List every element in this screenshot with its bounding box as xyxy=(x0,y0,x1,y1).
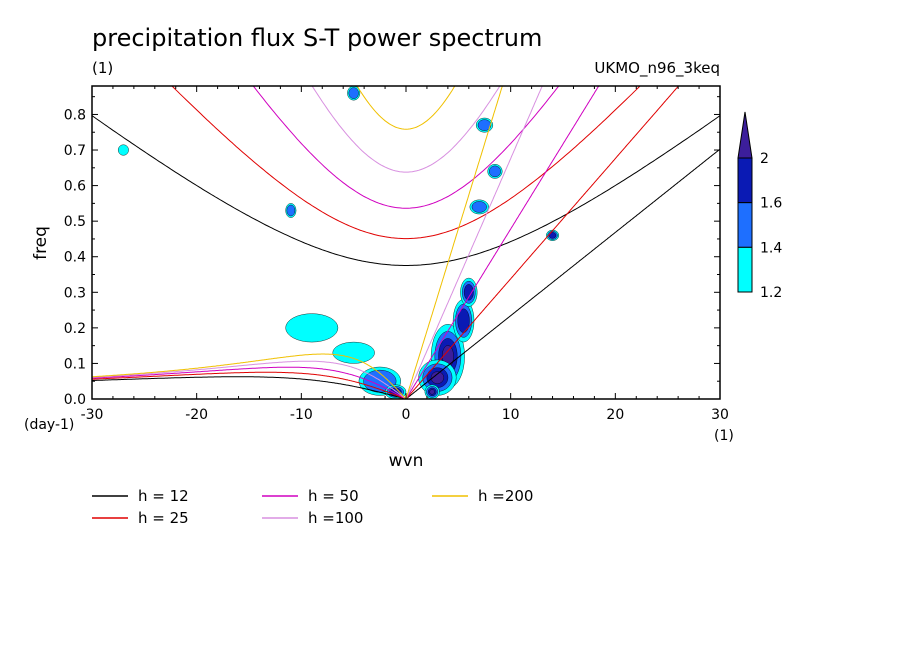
legend-label: h =100 xyxy=(308,509,363,527)
rossby-curve-h50 xyxy=(92,366,407,399)
spectrum-blob-3-level-2 xyxy=(463,284,474,301)
spectrum-blob-12-level-0 xyxy=(117,144,129,156)
colorbar-segment xyxy=(737,246,753,293)
x-tick-label: 30 xyxy=(711,407,729,423)
gravity-curve-h25 xyxy=(171,86,641,240)
legend: h = 12 h = 25 h = 50 h =100 h =200 xyxy=(92,487,533,527)
plot-frame xyxy=(91,85,721,400)
colorbar-label: 2 xyxy=(760,151,769,167)
colorbar-label: 1.6 xyxy=(760,196,782,212)
rossby-curve-h200 xyxy=(92,353,407,399)
colorbar-segment xyxy=(737,157,753,204)
x-axis-label: wvn xyxy=(389,451,424,471)
spectrum-blob-1-level-3 xyxy=(430,371,445,384)
spectrum-blob-11-level-1 xyxy=(477,119,492,131)
legend-label: h = 25 xyxy=(138,509,189,527)
legend-label: h =200 xyxy=(478,487,533,505)
y-tick-label: 0.0 xyxy=(64,392,86,408)
x-tick-label: -10 xyxy=(290,407,313,423)
x-unit-label: (1) xyxy=(714,428,734,444)
gravity-curve-h50 xyxy=(252,86,560,209)
colorbar-label: 1.4 xyxy=(760,240,782,256)
spectrum-blob-14-level-1 xyxy=(471,201,487,213)
chart-subtitle-left: (1) xyxy=(92,59,113,77)
kelvin-curve-h12 xyxy=(405,148,720,399)
spectrum-blob-15-level-3 xyxy=(429,389,435,395)
colorbar-arrow xyxy=(737,111,753,159)
x-tick-label: -20 xyxy=(185,407,208,423)
colorbar-segment xyxy=(737,202,753,248)
y-tick-label: 0.1 xyxy=(64,356,86,372)
chart-subtitle-right: UKMO_n96_3keq xyxy=(594,59,720,78)
y-tick-label: 0.2 xyxy=(64,321,86,337)
legend-label: h = 12 xyxy=(138,487,189,505)
y-tick-label: 0.8 xyxy=(64,107,86,123)
x-tick-label: 20 xyxy=(606,407,624,423)
y-tick-label: 0.5 xyxy=(64,214,86,230)
legend-label: h = 50 xyxy=(308,487,359,505)
dispersion-curves xyxy=(92,86,720,399)
spectrum-blob-10-level-1 xyxy=(489,165,501,178)
kelvin-curve-h25 xyxy=(405,86,680,399)
x-tick-label: 0 xyxy=(402,407,411,423)
kelvin-curve-h50 xyxy=(405,86,600,399)
x-tick-label: -30 xyxy=(81,407,104,423)
y-tick-label: 0.4 xyxy=(64,250,86,266)
y-tick-label: 0.6 xyxy=(64,179,86,195)
rossby-curve-h25 xyxy=(92,371,407,399)
x-tick-label: 10 xyxy=(502,407,520,423)
spectrum-blob-6-level-0 xyxy=(332,341,375,364)
spectrum-blob-13-level-1 xyxy=(348,87,359,99)
y-unit-label: (day-1) xyxy=(24,417,74,433)
y-tick-label: 0.3 xyxy=(64,285,86,301)
kelvin-curve-h200 xyxy=(405,86,503,399)
rossby-curve-h100 xyxy=(92,360,407,399)
y-axis-label: freq xyxy=(31,226,51,260)
spectrum-contours xyxy=(117,86,560,399)
chart-title: precipitation flux S-T power spectrum xyxy=(92,24,542,52)
rossby-curve-h12 xyxy=(92,376,407,399)
axis-ticks: -30 -20 -10 0 10 20 30 0.0 0.1 0.2 0.3 0.4 0.5 0.6 0.7… xyxy=(64,86,729,423)
colorbar-label: 1.2 xyxy=(760,285,782,301)
gravity-curve-h12 xyxy=(92,115,720,266)
y-tick-label: 0.7 xyxy=(64,143,86,159)
colorbar: 2 1.6 1.4 1.2 xyxy=(737,111,782,301)
gravity-curve-h200 xyxy=(356,86,456,130)
gravity-curve-h100 xyxy=(311,86,501,173)
kelvin-curve-h100 xyxy=(405,86,543,399)
spectrum-blob-5-level-0 xyxy=(285,313,339,343)
spectrum-blob-8-level-1 xyxy=(286,204,296,217)
